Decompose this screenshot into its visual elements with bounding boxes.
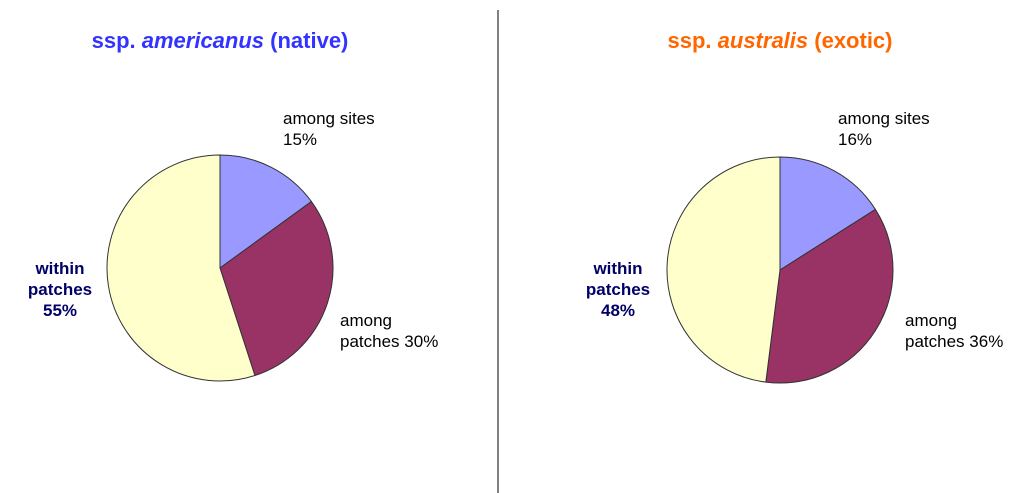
title-part: ssp. xyxy=(92,28,142,53)
slice-label: among patches 36% xyxy=(905,310,1010,352)
chart-title: ssp. americanus (native) xyxy=(92,28,349,53)
value-label: 16% xyxy=(838,130,873,149)
slice-label: among patches 30% xyxy=(340,310,445,352)
slice-label: within patches 48% xyxy=(578,258,658,321)
pie-slice xyxy=(219,200,334,377)
category-label: within patches xyxy=(585,259,651,299)
value-label: 48% xyxy=(600,301,636,320)
pie-slice xyxy=(106,154,256,382)
value-label: 55% xyxy=(42,301,78,320)
value-label: 30% xyxy=(404,332,439,351)
pie-slice xyxy=(765,208,894,384)
pie-slice xyxy=(779,156,877,271)
slice-label: within patches 55% xyxy=(20,258,100,321)
title-part: australis xyxy=(718,28,809,53)
slice-label: among sites 16% xyxy=(838,108,938,150)
category-label: among patches xyxy=(905,311,965,351)
value-label: 15% xyxy=(283,130,318,149)
pie-slice xyxy=(219,154,313,269)
value-label: 36% xyxy=(969,332,1004,351)
category-label: among sites xyxy=(283,109,375,128)
pie-slice xyxy=(666,156,781,383)
title-part: ssp. xyxy=(668,28,718,53)
title-part: americanus xyxy=(142,28,264,53)
category-label: within patches xyxy=(27,259,93,299)
title-part: (exotic) xyxy=(808,28,892,53)
category-label: among patches xyxy=(340,311,400,351)
title-part: (native) xyxy=(264,28,348,53)
slice-label: among sites 15% xyxy=(283,108,383,150)
category-label: among sites xyxy=(838,109,930,128)
chart-title: ssp. australis (exotic) xyxy=(668,28,893,53)
